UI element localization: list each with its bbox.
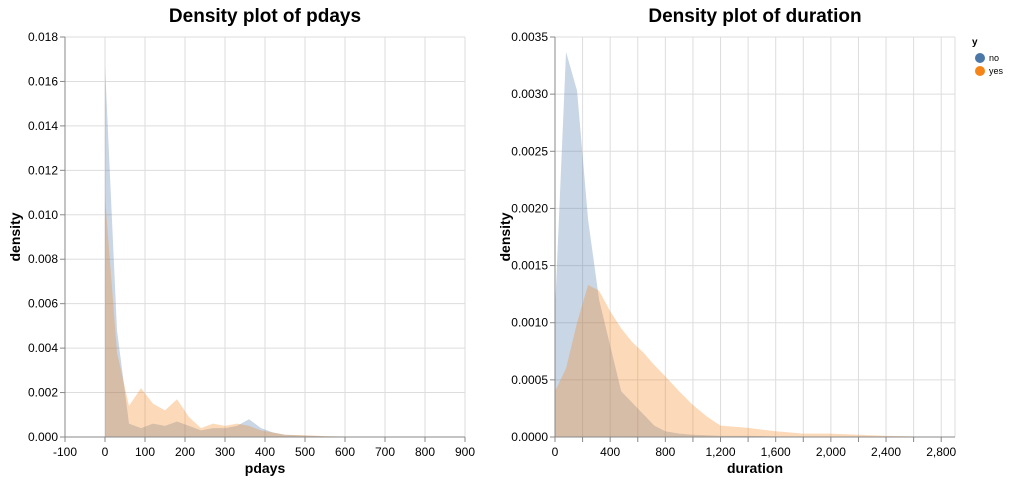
- pdays-y-axis-title: density: [7, 212, 23, 261]
- legend: y no yes: [972, 37, 1004, 76]
- pdays-gridlines: [64, 36, 466, 438]
- duration-y-tick-label: 0.0015: [511, 259, 548, 273]
- duration-x-tick-label: 2,000: [816, 445, 846, 459]
- legend-label-yes: yes: [989, 66, 1004, 76]
- duration-x-tick-label: 2,800: [926, 445, 956, 459]
- pdays-x-tick-label: 400: [255, 445, 275, 459]
- duration-area-no: [555, 51, 942, 437]
- duration-y-tick-label: 0.0020: [511, 201, 548, 215]
- pdays-y-tick-label: 0.016: [28, 74, 58, 88]
- pdays-x-axis-title: pdays: [245, 460, 286, 476]
- duration-y-tick-label: 0.0005: [511, 373, 548, 387]
- pdays-x-tick-label: -100: [53, 445, 77, 459]
- pdays-x-tick-label: 600: [335, 445, 355, 459]
- pdays-x-tick-label: 500: [295, 445, 315, 459]
- legend-swatch-yes: [975, 66, 985, 76]
- pdays-x-tick-label: 700: [375, 445, 395, 459]
- pdays-area-no: [105, 65, 454, 437]
- duration-y-tick-label: 0.0000: [511, 430, 548, 444]
- duration-x-tick-label: 400: [600, 445, 620, 459]
- pdays-y-tick-label: 0.006: [28, 297, 58, 311]
- duration-x-tick-label: 800: [655, 445, 675, 459]
- legend-title: y: [972, 37, 978, 48]
- pdays-y-tick-label: 0.012: [28, 163, 58, 177]
- duration-x-tick-label: 0: [552, 445, 559, 459]
- pdays-x-tick-label: 800: [415, 445, 435, 459]
- pdays-chart-title: Density plot of pdays: [169, 6, 361, 27]
- duration-x-tick-label: 1,600: [761, 445, 791, 459]
- pdays-x-tick-label: 0: [102, 445, 109, 459]
- duration-y-tick-label: 0.0030: [511, 87, 548, 101]
- pdays-x-tick-label: 300: [215, 445, 235, 459]
- legend-items: no yes: [975, 53, 1004, 76]
- duration-x-tick-label: 1,200: [706, 445, 736, 459]
- pdays-density-chart: -100 0 100 200 300 400 500 600 700 800 900 0.000 0.0…: [7, 6, 475, 476]
- legend-label-no: no: [989, 53, 999, 63]
- legend-swatch-no: [975, 53, 985, 63]
- pdays-y-tick-label: 0.004: [28, 341, 58, 355]
- pdays-y-tick-label: 0.002: [28, 386, 58, 400]
- pdays-y-tick-label: 0.018: [28, 30, 58, 44]
- duration-y-axis-title: density: [497, 212, 513, 261]
- duration-axes: 0 400 800 1,200 1,600 2,000 2,400 2,800 0.0000 0.…: [511, 30, 956, 459]
- pdays-y-tick-label: 0.000: [28, 430, 58, 444]
- duration-y-tick-label: 0.0035: [511, 30, 548, 44]
- duration-area-yes: [555, 285, 942, 437]
- pdays-y-tick-label: 0.014: [28, 119, 58, 133]
- duration-y-tick-label: 0.0010: [511, 316, 548, 330]
- pdays-area-yes: [105, 197, 454, 437]
- duration-x-axis-title: duration: [727, 460, 783, 476]
- duration-chart-title: Density plot of duration: [648, 6, 861, 27]
- duration-x-tick-label: 2,400: [871, 445, 901, 459]
- pdays-areas: [105, 65, 454, 437]
- pdays-axes: -100 0 100 200 300 400 500 600 700 800 900 0.000 0.0…: [28, 30, 475, 459]
- duration-y-tick-label: 0.0025: [511, 144, 548, 158]
- duration-areas: [555, 51, 942, 437]
- pdays-y-tick-label: 0.008: [28, 252, 58, 266]
- pdays-x-tick-label: 100: [135, 445, 155, 459]
- pdays-y-tick-label: 0.010: [28, 208, 58, 222]
- pdays-x-tick-label: 900: [455, 445, 475, 459]
- pdays-x-tick-label: 200: [175, 445, 195, 459]
- duration-density-chart: 0 400 800 1,200 1,600 2,000 2,400 2,800 0.0000 0.…: [497, 6, 957, 476]
